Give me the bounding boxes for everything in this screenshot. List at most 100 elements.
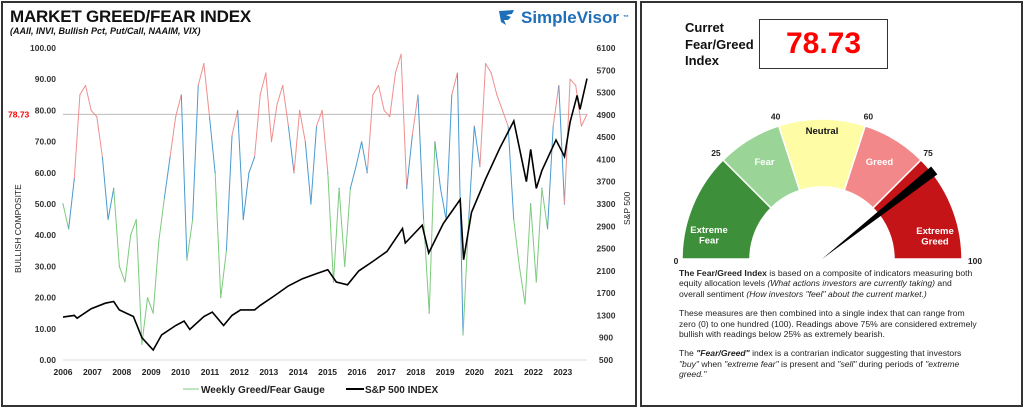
desc-italic: "extreme greed." — [679, 358, 960, 380]
greed-fear-point — [259, 94, 261, 96]
x-tick-label: 2014 — [289, 367, 308, 377]
chart-title: MARKET GREED/FEAR INDEX — [10, 7, 251, 26]
greed-fear-segment — [304, 141, 312, 205]
gauge-needle — [822, 166, 938, 259]
greed-fear-point — [270, 141, 273, 143]
gauge-zone-label: Extreme — [916, 226, 954, 237]
greed-fear-segment — [220, 250, 227, 298]
greed-fear-segment — [169, 116, 177, 158]
greed-fear-point — [575, 84, 577, 87]
fear-greed-gauge: ExtremeFearFearNeutralGreedExtremeGreed0… — [674, 111, 983, 266]
greed-fear-segment — [535, 188, 543, 283]
current-label-line: Fear/Greed — [685, 36, 754, 52]
gauge-tick-label: 25 — [711, 148, 721, 158]
greed-fear-point — [169, 156, 171, 158]
left-tick-label: 60.00 — [35, 168, 57, 178]
greed-fear-point — [394, 72, 397, 74]
greed-fear-point — [580, 125, 582, 127]
desc-italic: "extreme fear" — [724, 358, 779, 369]
x-tick-label: 2011 — [201, 367, 220, 377]
greed-fear-point — [383, 109, 385, 111]
desc-text: index is a contrarian indicator suggesti… — [749, 348, 962, 359]
gauge-zone-label: Neutral — [806, 126, 839, 137]
greed-fear-point — [299, 109, 301, 111]
left-tick-label: 40.00 — [35, 230, 57, 240]
greed-fear-segment — [383, 110, 391, 117]
greed-fear-segment — [124, 235, 132, 283]
greed-fear-segment — [231, 110, 239, 136]
desc-bold: The Fear/Greed Index — [679, 268, 767, 278]
greed-fear-segment — [552, 85, 560, 127]
greed-fear-point — [208, 116, 211, 118]
greed-fear-point — [546, 228, 549, 230]
x-tick-label: 2022 — [524, 367, 543, 377]
greed-fear-point — [62, 203, 64, 205]
x-tick-label: 2021 — [495, 367, 514, 377]
greed-fear-segment — [299, 110, 306, 142]
legend-label-greed-fear: Weekly Greed/Fear Gauge — [201, 385, 325, 396]
greed-fear-point — [518, 265, 520, 267]
left-tick-label: 70.00 — [35, 137, 57, 147]
greed-fear-point — [490, 72, 492, 74]
x-tick-label: 2009 — [142, 367, 161, 377]
greed-fear-segment — [496, 94, 503, 111]
right-tick-label: 1300 — [597, 310, 616, 320]
right-tick-label: 2900 — [597, 221, 616, 231]
greed-fear-point — [327, 172, 329, 174]
greed-fear-segment — [332, 188, 340, 283]
right-tick-label: 1700 — [597, 288, 616, 298]
greed-fear-point — [338, 187, 340, 189]
x-tick-label: 2016 — [348, 367, 367, 377]
greed-fear-segment — [468, 125, 475, 220]
greed-fear-segment — [310, 125, 318, 205]
greed-fear-point — [479, 165, 481, 168]
greed-fear-point — [417, 94, 419, 96]
greed-fear-segment — [113, 188, 120, 267]
gauge-zone-label: Greed — [921, 237, 949, 248]
greed-fear-point — [293, 172, 295, 174]
greed-fear-segment — [411, 94, 419, 136]
greed-fear-segment — [316, 110, 323, 127]
desc-text: when — [698, 358, 725, 369]
desc-italic: (What actions investors are currently ta… — [767, 278, 936, 289]
sp500-line — [62, 78, 588, 352]
right-tick-label: 500 — [599, 355, 613, 365]
greed-fear-segment — [101, 157, 109, 220]
right-tick-label: 3700 — [597, 177, 616, 187]
greed-fear-segment — [490, 72, 498, 95]
greed-fear-segment — [378, 85, 385, 111]
left-tick-label: 30.00 — [35, 261, 57, 271]
greed-fear-point — [332, 281, 335, 283]
greed-fear-segment — [473, 125, 481, 167]
greed-fear-point — [79, 94, 81, 96]
desc-text: during periods of — [856, 358, 926, 369]
greed-fear-segment — [180, 94, 188, 261]
greed-fear-segment — [372, 85, 379, 96]
greed-fear-point — [214, 172, 216, 174]
greed-fear-segment — [203, 63, 210, 117]
greed-fear-segment — [479, 63, 487, 167]
greed-fear-segment — [242, 172, 250, 220]
chart-panel: MARKET GREED/FEAR INDEX (AAII, INVI, Bul… — [1, 1, 637, 407]
greed-fear-segment — [175, 94, 182, 117]
greed-fear-point — [372, 94, 374, 96]
legend-label-sp500: S&P 500 INDEX — [365, 385, 439, 396]
gauge-zone-label: Fear — [699, 236, 719, 247]
greed-fear-segment — [338, 188, 346, 267]
greed-fear-point — [462, 334, 464, 336]
greed-fear-point — [496, 94, 498, 96]
greed-fear-segment — [541, 188, 549, 230]
description: The Fear/Greed Index is based on a compo… — [679, 268, 979, 389]
greed-fear-point — [344, 265, 346, 267]
greed-fear-point — [315, 125, 318, 127]
greed-fear-chart: 0.00 10.00 20.00 30.00 40.00 50.00 60.00 70.00 8… — [8, 43, 632, 396]
x-tick-label: 2006 — [54, 367, 73, 377]
greed-fear-segment — [451, 72, 458, 95]
x-tick-label: 2018 — [406, 367, 425, 377]
current-label-line: Index — [685, 53, 719, 68]
greed-fear-point — [118, 265, 120, 267]
greed-fear-point — [248, 172, 250, 174]
logo-tm: ™ — [622, 15, 629, 21]
greed-fear-segment — [344, 188, 351, 267]
gauge-tick-label: 0 — [674, 256, 679, 266]
